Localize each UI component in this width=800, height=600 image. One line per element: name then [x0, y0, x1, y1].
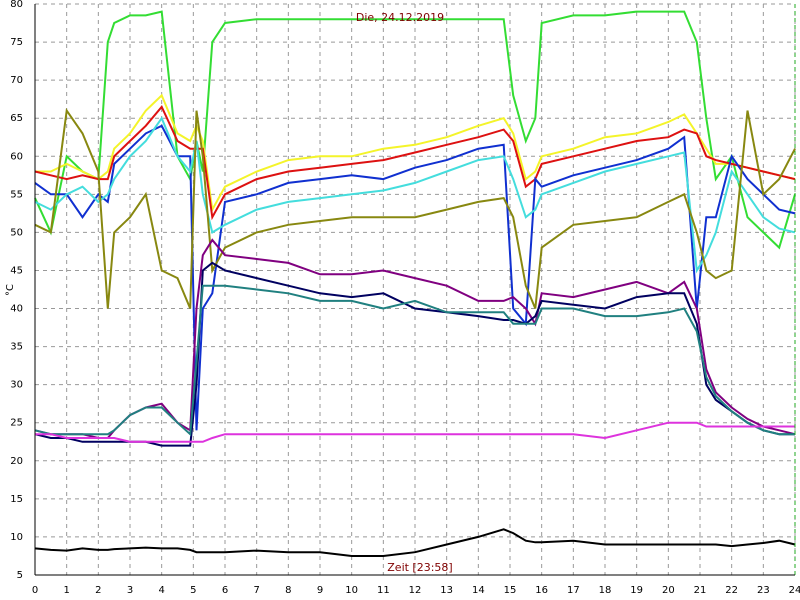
- x-tick-label: 10: [345, 585, 358, 596]
- y-tick-label: 60: [10, 151, 23, 162]
- x-tick-label: 3: [127, 585, 133, 596]
- x-tick-label: 24: [789, 585, 800, 596]
- x-tick-label: 2: [95, 585, 101, 596]
- x-tick-label: 6: [222, 585, 228, 596]
- series-line: [35, 421, 795, 443]
- y-tick-label: 80: [10, 0, 23, 10]
- x-tick-label: 14: [472, 585, 485, 596]
- y-tick-label: 25: [10, 418, 23, 429]
- series-line: [34, 107, 796, 309]
- x-tick-label: 22: [725, 585, 738, 596]
- x-tick-label: 21: [694, 585, 707, 596]
- x-tick-label: 7: [253, 585, 259, 596]
- x-tick-label: 4: [158, 585, 164, 596]
- y-tick-label: 70: [10, 75, 23, 86]
- x-tick-label: 16: [535, 585, 548, 596]
- grid: [34, 3, 796, 576]
- y-tick-label: 75: [10, 37, 23, 48]
- x-tick-label: 18: [599, 585, 612, 596]
- y-tick-label: 45: [10, 265, 23, 276]
- x-tick-label: 13: [440, 585, 453, 596]
- y-axis-label: °C: [5, 284, 16, 296]
- y-tick-label: 50: [10, 227, 23, 238]
- series-line: [34, 124, 796, 431]
- y-tick-label: 35: [10, 342, 23, 353]
- x-tick-label: 20: [662, 585, 675, 596]
- y-tick-label: 30: [10, 380, 23, 391]
- y-tick-label: 20: [10, 456, 23, 467]
- x-tick-label: 12: [409, 585, 422, 596]
- x-tick-label: 23: [757, 585, 770, 596]
- x-tick-label: 5: [190, 585, 196, 596]
- x-tick-label: 8: [285, 585, 291, 596]
- y-tick-label: 40: [10, 304, 23, 315]
- x-tick-label: 19: [630, 585, 643, 596]
- y-tick-label: 15: [10, 494, 23, 505]
- series-line: [34, 10, 796, 250]
- series-line: [34, 528, 796, 557]
- y-tick-label: 55: [10, 189, 23, 200]
- chart-title: Die, 24.12.2019: [356, 11, 444, 24]
- y-tick-label: 65: [10, 113, 23, 124]
- series-line: [34, 284, 795, 437]
- series-line: [34, 104, 796, 221]
- x-tick-label: 0: [32, 585, 38, 596]
- lines: [34, 10, 796, 557]
- series-line: [34, 116, 796, 274]
- x-axis-label: Zeit [23:58]: [387, 561, 452, 574]
- x-tick-label: 1: [63, 585, 69, 596]
- y-tick-label: 10: [10, 532, 23, 543]
- x-tick-label: 15: [504, 585, 517, 596]
- x-tick-label: 11: [377, 585, 390, 596]
- x-tick-label: 9: [317, 585, 323, 596]
- y-tick-label: 5: [17, 570, 23, 581]
- x-tick-label: 17: [567, 585, 580, 596]
